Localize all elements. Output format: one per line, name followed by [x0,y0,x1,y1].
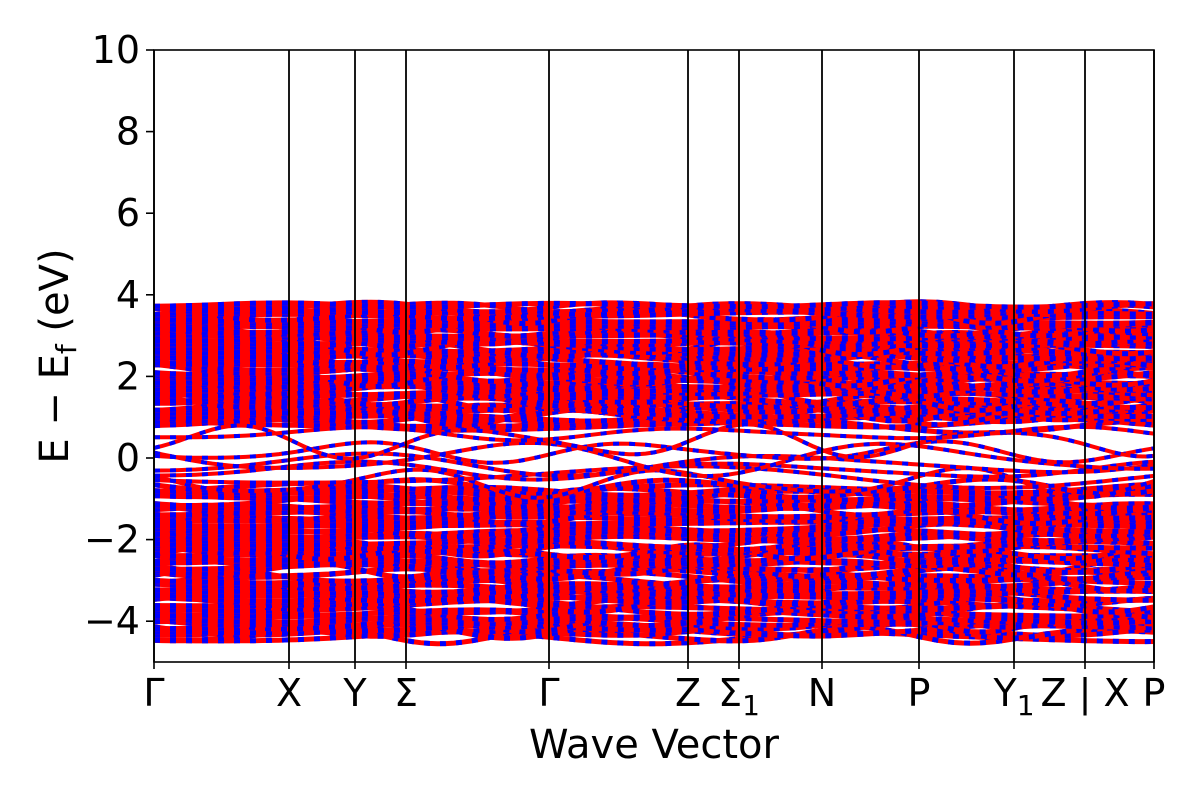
x-axis-title: Wave Vector [529,722,780,768]
band-line-spin-down [154,311,1154,325]
band-line-spin-down [154,338,1154,353]
y-tick-label: 8 [116,110,140,154]
y-tick-label: −2 [84,518,140,562]
y-tick-label: 4 [116,273,140,317]
y-tick-label: 6 [116,191,140,235]
x-tick-label: Y [342,671,367,715]
x-tick-label: Σ [394,671,418,715]
y-axis-title-unit: (eV) [32,248,78,344]
y-tick-label: 10 [92,28,140,72]
band-line-spin-down [154,476,1154,498]
band-line-spin-down [154,300,1154,318]
band-line-spin-down [154,388,1154,401]
band-line-spin-down [154,424,1154,443]
plot-frame [153,49,1155,663]
x-tick-label: X [276,671,302,715]
x-tick-label: P [908,671,931,715]
band-line-spin-up [154,440,1154,479]
band-line-spin-down [154,300,1154,310]
band-line-spin-down [154,422,1154,461]
band-line-spin-down [154,451,1154,478]
band-line-spin-down [154,607,1154,621]
y-axis-title-sub: f [50,343,83,354]
y-tick-label: 0 [116,436,140,480]
x-tick-label: Z [675,671,701,715]
y-axis-title-main: E − E [32,354,78,464]
x-tick-label: Y1 [992,671,1034,722]
band-line-spin-down [154,549,1154,559]
band-line-spin-down [154,533,1154,545]
bands-layer [154,299,1154,647]
x-tick-label: Γ [143,671,164,715]
band-line-spin-down [154,488,1154,504]
band-line-spin-down [154,320,1154,339]
y-tick-label: 2 [116,354,140,398]
y-axis-title: E − Ef (eV) [32,248,83,463]
y-axis: −4 −2 0 2 4 6 8 10 [84,28,154,643]
band-line-spin-up [154,439,1154,465]
x-tick-label: N [808,671,836,715]
band-line-spin-down [154,566,1154,587]
band-line-spin-down [154,608,1154,629]
band-line-spin-down [154,591,1154,606]
band-line-spin-down [154,508,1154,527]
band-line-spin-down [154,398,1154,411]
band-line-spin-down [154,480,1154,498]
x-tick-label: Γ [538,671,559,715]
band-line-spin-down [154,548,1154,567]
x-tick-label: Z | X [1040,671,1129,716]
x-tick-label: P [1143,671,1166,715]
band-line-spin-down [154,459,1154,482]
x-axis: Γ X Y Σ Γ Z Σ1 N P Y1 Z | X P [143,662,1165,722]
y-tick-label: −4 [84,599,140,643]
x-tick-label: Σ1 [718,671,760,722]
